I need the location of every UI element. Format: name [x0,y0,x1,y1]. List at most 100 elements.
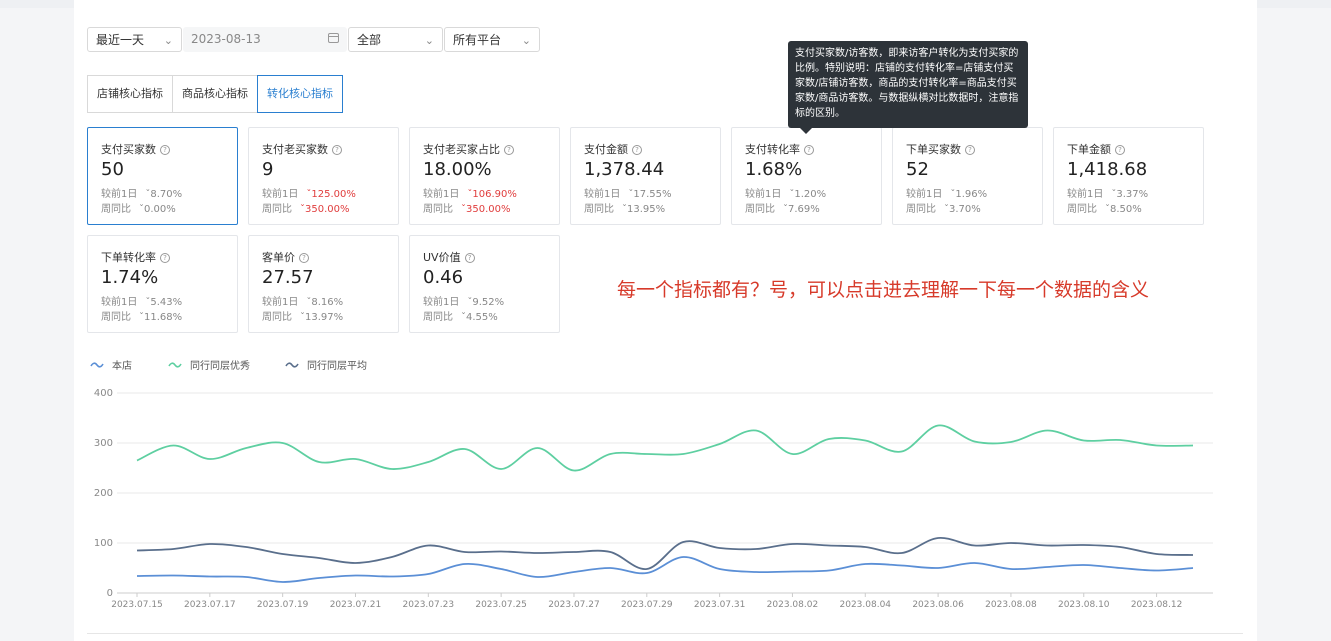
range-select-value: 最近一天 [96,33,145,47]
day-compare-value: ˇ3.37% [1111,189,1149,200]
day-compare-value: ˇ125.00% [306,189,356,200]
day-compare: 较前1日 ˇ9.52% [423,293,504,308]
day-compare-number: 8.70% [150,189,183,200]
week-compare-value: ˇ11.68% [139,312,183,323]
calendar-icon [328,33,339,43]
metric-title: 支付金额? [584,141,642,157]
week-compare-value: ˇ13.97% [300,312,344,323]
day-compare-value: ˇ9.52% [467,297,505,308]
help-icon[interactable]: ? [160,253,170,263]
range-select[interactable]: 最近一天 ⌄ [87,27,182,52]
help-tooltip: 支付买家数/访客数，即来访客户转化为支付买家的比例。特别说明：店铺的支付转化率=… [788,41,1028,134]
metric-card[interactable]: 支付买家数? 50 较前1日 ˇ8.70% 周同比 ˇ0.00% [87,127,238,225]
week-compare-label: 周同比 [423,312,453,323]
metric-title: 客单价? [262,249,309,265]
week-compare-number: 3.70% [949,204,981,215]
x-tick-label: 2023.08.12 [1131,600,1183,610]
category-select-value: 全部 [357,33,382,47]
help-icon[interactable]: ? [804,145,814,155]
x-tick-label: 2023.07.23 [403,600,455,610]
day-compare-number: 3.37% [1116,189,1149,200]
metric-card[interactable]: 支付金额? 1,378.44 较前1日 ˇ17.55% 周同比 ˇ13.95% [570,127,721,225]
day-compare-value: ˇ8.16% [306,297,344,308]
week-compare: 周同比 ˇ350.00% [423,200,511,215]
week-compare-label: 周同比 [101,312,131,323]
day-compare-label: 较前1日 [423,297,460,308]
week-compare-number: 11.68% [144,312,183,323]
week-compare-value: ˇ7.69% [783,204,820,215]
y-tick-label: 200 [94,488,113,499]
metric-card[interactable]: 支付老买家占比? 18.00% 较前1日 ˇ106.90% 周同比 ˇ350.00% [409,127,560,225]
day-compare-label: 较前1日 [262,297,299,308]
metric-title: 下单转化率? [101,249,170,265]
day-compare-label: 较前1日 [101,189,138,200]
day-compare: 较前1日 ˇ125.00% [262,185,356,200]
week-compare-label: 周同比 [1067,204,1097,215]
day-compare-number: 8.16% [311,297,344,308]
week-compare: 周同比 ˇ13.95% [584,200,665,215]
help-icon[interactable]: ? [504,145,514,155]
category-select[interactable]: 全部 ⌄ [348,27,443,52]
series-line-average [136,537,1194,570]
bottom-divider [87,633,1243,634]
help-icon[interactable]: ? [299,253,309,263]
metric-card[interactable]: 支付转化率? 1.68% 较前1日 ˇ1.20% 周同比 ˇ7.69% [731,127,882,225]
legend-item-average[interactable]: 同行同层平均 [285,357,367,372]
legend-label: 同行同层平均 [307,361,367,372]
help-icon[interactable]: ? [160,145,170,155]
metric-card[interactable]: 下单买家数? 52 较前1日 ˇ1.96% 周同比 ˇ3.70% [892,127,1043,225]
y-tick-label: 300 [94,438,113,449]
metric-title: 支付转化率? [745,141,814,157]
metric-title-text: 下单金额 [1067,143,1111,156]
week-compare: 周同比 ˇ3.70% [906,200,981,215]
week-compare-label: 周同比 [423,204,453,215]
metric-card[interactable]: UV价值? 0.46 较前1日 ˇ9.52% 周同比 ˇ4.55% [409,235,560,333]
week-compare-label: 周同比 [745,204,775,215]
legend-item-excellent[interactable]: 同行同层优秀 [168,357,250,372]
help-icon[interactable]: ? [965,145,975,155]
day-compare-value: ˇ106.90% [467,189,517,200]
metric-title: UV价值? [423,249,475,265]
week-compare-label: 周同比 [262,312,292,323]
metric-title-text: 客单价 [262,251,295,264]
help-icon[interactable]: ? [464,253,475,263]
series-line-icon [168,361,182,368]
week-compare-number: 13.97% [305,312,344,323]
date-input[interactable]: 2023-08-13 [183,27,347,52]
metric-card[interactable]: 下单金额? 1,418.68 较前1日 ˇ3.37% 周同比 ˇ8.50% [1053,127,1204,225]
x-tick-label: 2023.07.15 [111,600,163,610]
metric-card[interactable]: 支付老买家数? 9 较前1日 ˇ125.00% 周同比 ˇ350.00% [248,127,399,225]
metric-value: 0.46 [423,267,464,288]
day-compare: 较前1日 ˇ1.20% [745,185,826,200]
x-tick-label: 2023.07.29 [621,600,673,610]
y-tick-label: 400 [94,388,113,399]
day-compare-label: 较前1日 [423,189,460,200]
week-compare-number: 350.00% [305,204,350,215]
annotation-note: 每一个指标都有？号，可以点击进去理解一下每一个数据的含义 [617,279,1150,301]
tab-shop-core[interactable]: 店铺核心指标 [87,75,173,113]
metric-title-text: 支付老买家占比 [423,143,500,156]
series-line-excellent [136,424,1194,472]
metric-title: 支付老买家占比? [423,141,514,157]
chevron-down-icon: ⌄ [163,34,173,47]
tab-product-core[interactable]: 商品核心指标 [172,75,258,113]
metric-title-text: 下单转化率 [101,251,156,264]
help-icon[interactable]: ? [632,145,642,155]
week-compare: 周同比 ˇ7.69% [745,200,820,215]
help-icon[interactable]: ? [332,145,342,155]
metric-card[interactable]: 下单转化率? 1.74% 较前1日 ˇ5.43% 周同比 ˇ11.68% [87,235,238,333]
day-compare: 较前1日 ˇ8.16% [262,293,343,308]
x-tick-label: 2023.08.10 [1058,600,1110,610]
help-icon[interactable]: ? [1115,145,1125,155]
day-compare-number: 17.55% [633,189,672,200]
date-input-value: 2023-08-13 [191,32,261,46]
metric-value: 52 [906,159,929,180]
y-tick-label: 100 [94,538,113,549]
metric-card[interactable]: 客单价? 27.57 较前1日 ˇ8.16% 周同比 ˇ13.97% [248,235,399,333]
legend-item-shop[interactable]: 本店 [90,357,132,372]
tab-conversion-core[interactable]: 转化核心指标 [257,75,343,113]
x-tick-label: 2023.07.17 [184,600,236,610]
week-compare-number: 8.50% [1110,204,1142,215]
day-compare-value: ˇ5.43% [145,297,183,308]
platform-select[interactable]: 所有平台 ⌄ [444,27,540,52]
